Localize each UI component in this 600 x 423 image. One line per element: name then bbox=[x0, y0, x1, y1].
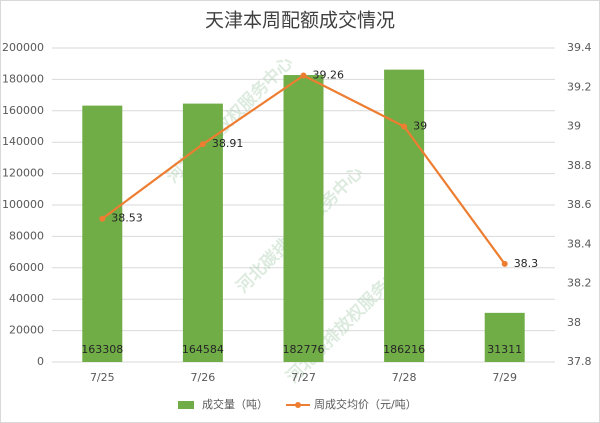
y2-tick-label: 37.8 bbox=[567, 355, 592, 368]
y-tick-label: 200000 bbox=[2, 41, 44, 54]
y2-tick-label: 39.2 bbox=[567, 80, 592, 93]
x-tick-label: 7/26 bbox=[191, 371, 216, 384]
bar bbox=[384, 69, 425, 363]
y2-tick-label: 38.8 bbox=[567, 159, 592, 172]
data-label: 164584 bbox=[182, 343, 224, 356]
data-label: 31311 bbox=[487, 343, 522, 356]
y-tick-label: 80000 bbox=[9, 229, 44, 242]
y-tick-label: 60000 bbox=[9, 261, 44, 274]
x-tick-label: 7/28 bbox=[392, 371, 417, 384]
data-label: 163308 bbox=[81, 343, 123, 356]
x-tick-label: 7/25 bbox=[90, 371, 115, 384]
y-tick-label: 180000 bbox=[2, 72, 44, 85]
y-tick-label: 140000 bbox=[2, 135, 44, 148]
legend-swatch bbox=[178, 401, 194, 409]
y2-tick-label: 39 bbox=[567, 120, 581, 133]
chart-title: 天津本周配额成交情况 bbox=[205, 10, 395, 32]
x-tick-label: 7/29 bbox=[492, 371, 517, 384]
data-label: 186216 bbox=[383, 343, 425, 356]
bar bbox=[484, 312, 525, 362]
y-tick-label: 20000 bbox=[9, 324, 44, 337]
y-tick-label: 0 bbox=[37, 355, 44, 368]
bar bbox=[283, 75, 324, 362]
y-tick-label: 100000 bbox=[2, 198, 44, 211]
y2-tick-label: 38.2 bbox=[567, 277, 592, 290]
y-tick-label: 120000 bbox=[2, 167, 44, 180]
line-point bbox=[501, 260, 508, 267]
legend-label: 周成交均价（元/吨） bbox=[314, 397, 417, 411]
data-label: 182776 bbox=[283, 343, 325, 356]
legend-label: 成交量（吨） bbox=[202, 397, 268, 411]
y-tick-label: 40000 bbox=[9, 292, 44, 305]
y2-tick-label: 38 bbox=[567, 316, 581, 329]
line-point bbox=[300, 72, 307, 79]
data-label: 38.3 bbox=[514, 257, 539, 270]
line-point bbox=[99, 215, 106, 222]
y-tick-label: 160000 bbox=[2, 104, 44, 117]
data-label: 38.91 bbox=[212, 137, 244, 150]
x-tick-label: 7/27 bbox=[291, 371, 316, 384]
data-label: 39.26 bbox=[313, 68, 345, 81]
line-point bbox=[401, 123, 408, 130]
y2-tick-label: 39.4 bbox=[567, 41, 592, 54]
bar bbox=[82, 105, 123, 362]
line-point bbox=[199, 141, 206, 148]
data-label: 38.53 bbox=[111, 212, 143, 225]
data-label: 39 bbox=[413, 120, 427, 133]
y2-tick-label: 38.6 bbox=[567, 198, 592, 211]
y2-tick-label: 38.4 bbox=[567, 237, 592, 250]
legend-swatch bbox=[295, 402, 301, 408]
